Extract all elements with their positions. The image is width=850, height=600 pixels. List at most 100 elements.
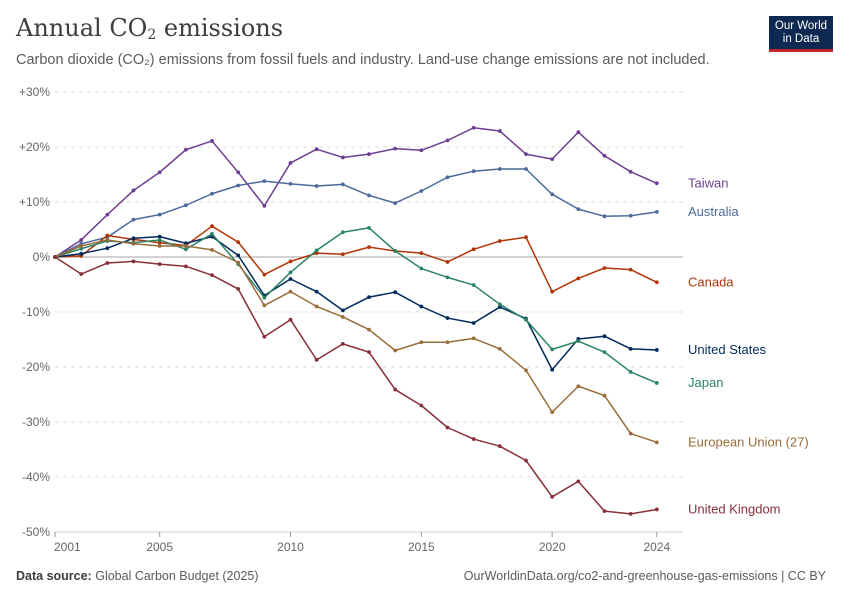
chart-subtitle: Carbon dioxide (CO₂) emissions from foss…	[16, 52, 710, 68]
y-tick-label: -40%	[22, 470, 50, 484]
point-japan	[576, 339, 581, 344]
point-japan	[314, 248, 319, 253]
point-canada	[288, 259, 293, 264]
point-european-union-27	[654, 440, 659, 445]
point-australia	[210, 191, 214, 196]
legend-label-united-states: United States	[688, 342, 767, 357]
data-source-label: Data source:	[16, 569, 92, 583]
y-tick-label: -10%	[22, 305, 50, 319]
y-tick-label: -50%	[22, 525, 50, 539]
point-canada	[550, 289, 555, 294]
point-united-kingdom	[393, 387, 398, 392]
point-australia	[262, 179, 267, 184]
y-tick-label: -20%	[22, 360, 50, 374]
point-united-states	[236, 253, 241, 258]
y-tick-label: +30%	[19, 85, 50, 99]
legend-label-european-union-27: European Union (27)	[688, 434, 809, 449]
point-united-states	[79, 251, 84, 256]
point-australia	[131, 217, 136, 222]
series-european-union-27: European Union (27)	[53, 238, 809, 449]
series-united-kingdom: United Kingdom	[53, 255, 781, 516]
series-canada: Canada	[53, 224, 734, 294]
point-japan	[79, 246, 84, 251]
point-canada	[602, 266, 607, 270]
point-taiwan	[210, 139, 214, 143]
point-united-states	[393, 290, 398, 295]
point-canada	[419, 251, 424, 256]
point-canada	[471, 247, 476, 252]
line-canada	[54, 225, 658, 293]
point-united-kingdom	[157, 262, 162, 267]
point-european-union-27	[367, 327, 371, 332]
point-united-states	[654, 348, 659, 352]
legend-label-australia: Australia	[688, 204, 739, 219]
x-tick-label: 2024	[643, 540, 670, 554]
point-european-union-27	[183, 244, 188, 248]
point-taiwan	[79, 238, 84, 242]
point-european-union-27	[445, 340, 450, 345]
legend-label-canada: Canada	[688, 274, 734, 289]
point-taiwan	[131, 188, 136, 193]
point-japan	[602, 350, 607, 355]
point-taiwan	[550, 157, 555, 162]
point-united-states	[131, 236, 136, 241]
point-united-states	[497, 305, 502, 309]
point-taiwan	[471, 125, 476, 130]
x-tick-label: 2005	[146, 540, 173, 554]
point-united-states	[314, 289, 319, 294]
point-canada	[105, 233, 110, 238]
point-european-union-27	[628, 431, 633, 436]
point-united-kingdom	[210, 273, 214, 278]
series-japan: Japan	[53, 225, 723, 390]
point-australia	[340, 182, 345, 187]
point-european-union-27	[550, 410, 555, 414]
point-united-kingdom	[262, 334, 267, 339]
point-japan	[445, 275, 450, 280]
point-european-union-27	[79, 244, 84, 248]
point-taiwan	[524, 152, 528, 157]
point-united-kingdom	[53, 255, 57, 259]
point-japan	[367, 225, 371, 230]
point-united-states	[183, 241, 188, 246]
point-united-kingdom	[236, 287, 241, 291]
point-european-union-27	[262, 303, 267, 308]
point-canada	[157, 240, 162, 245]
point-european-union-27	[393, 348, 398, 353]
point-canada	[367, 245, 371, 250]
point-canada	[497, 239, 502, 243]
point-european-union-27	[340, 315, 345, 319]
point-united-kingdom	[367, 350, 371, 355]
point-united-states	[602, 334, 607, 339]
point-taiwan	[445, 138, 450, 143]
point-canada	[628, 267, 633, 272]
legend-label-japan: Japan	[688, 375, 723, 390]
point-european-union-27	[131, 241, 136, 246]
point-canada	[576, 276, 581, 281]
point-united-kingdom	[654, 507, 659, 512]
point-taiwan	[183, 147, 188, 152]
y-tick-label: 0%	[33, 250, 51, 264]
point-australia	[497, 167, 502, 171]
point-european-union-27	[602, 393, 607, 398]
point-taiwan	[602, 153, 607, 158]
x-tick-label: 2001	[54, 540, 81, 554]
point-united-states	[157, 234, 162, 239]
attribution-link[interactable]: OurWorldinData.org/co2-and-greenhouse-ga…	[463, 569, 826, 583]
point-taiwan	[105, 212, 110, 217]
point-united-kingdom	[314, 357, 319, 362]
point-canada	[210, 224, 214, 229]
point-european-union-27	[314, 304, 319, 309]
point-australia	[314, 184, 319, 188]
point-united-kingdom	[576, 479, 581, 484]
point-european-union-27	[524, 368, 528, 373]
x-tick-label: 2020	[539, 540, 566, 554]
point-japan	[288, 270, 293, 275]
point-canada	[262, 272, 267, 277]
owid-logo[interactable]: Our World in Data	[769, 16, 833, 52]
point-japan	[419, 266, 424, 271]
point-united-states	[288, 277, 293, 281]
point-canada	[524, 235, 528, 240]
point-australia	[367, 193, 371, 198]
title-main: Annual CO	[16, 14, 148, 42]
